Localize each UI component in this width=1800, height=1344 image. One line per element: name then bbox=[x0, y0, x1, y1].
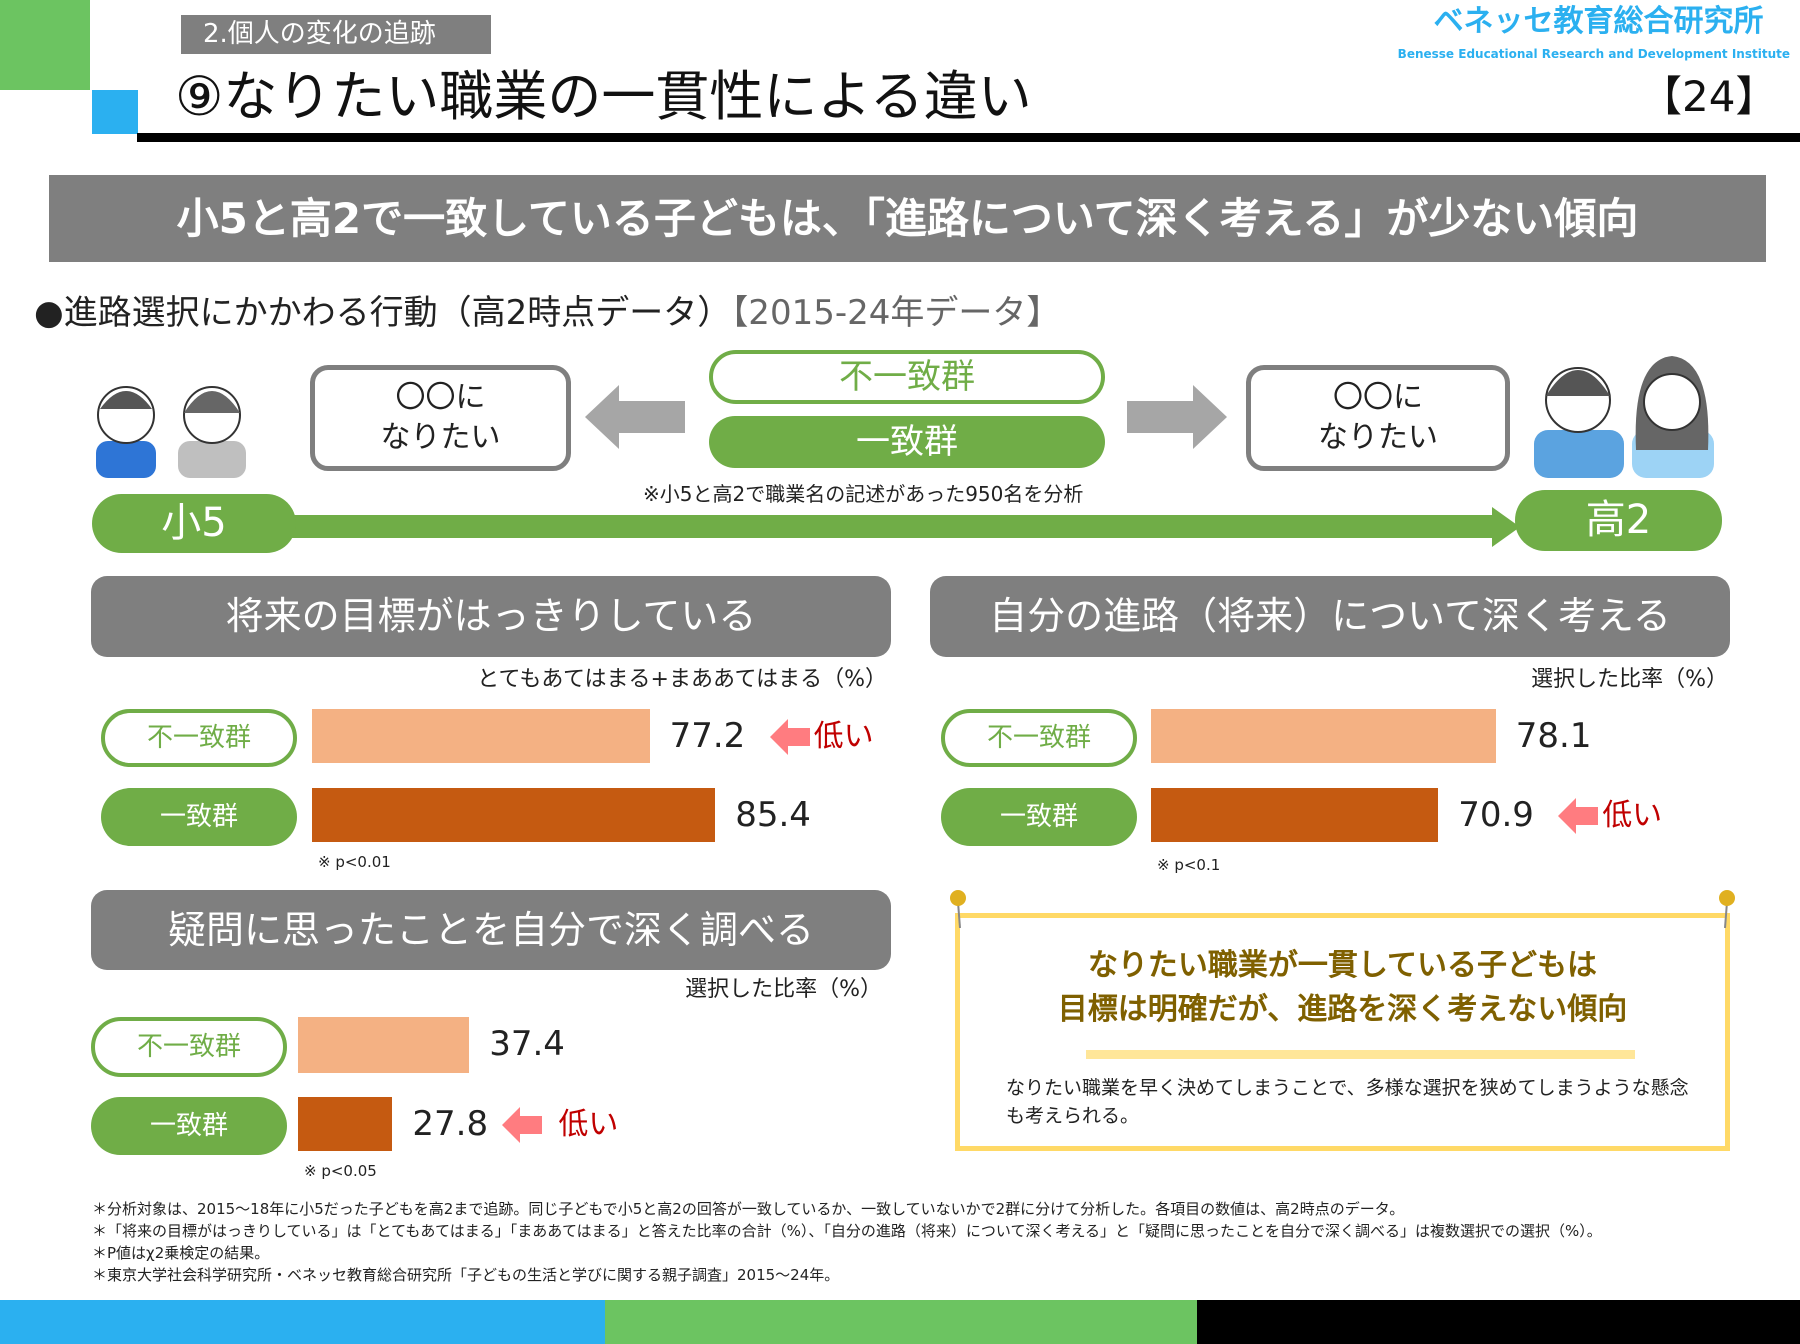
footnote: ＊「将来の目標がはっきりしている」は「とてもあてはまる」「まああてはまる」と答え… bbox=[92, 1222, 1602, 1240]
timeline-arrow bbox=[280, 507, 1520, 547]
unit-label: とてもあてはまる+まああてはまる（%） bbox=[477, 667, 887, 692]
pin-icon bbox=[950, 890, 966, 928]
arrow-right-icon bbox=[1127, 385, 1227, 449]
value-label: 27.8 bbox=[412, 1104, 489, 1144]
bubble-line: 〇〇に bbox=[1333, 380, 1423, 415]
chart-title: 自分の進路（将来）について深く考える bbox=[930, 576, 1730, 657]
low-arrow-icon bbox=[502, 1107, 543, 1143]
bar-match bbox=[312, 788, 716, 842]
category-label: 不一致群 bbox=[91, 1017, 287, 1077]
footnote: ＊東京大学社会科学研究所・ベネッセ教育総合研究所「子どもの生活と学びに関する親子… bbox=[92, 1266, 840, 1284]
category-label: 一致群 bbox=[941, 788, 1137, 846]
value-label: 77.2 bbox=[669, 716, 746, 756]
footer-bar-blue bbox=[0, 1300, 605, 1344]
timeline-start: 小5 bbox=[92, 494, 296, 553]
category-label: 一致群 bbox=[101, 788, 297, 846]
summary-headline: なりたい職業が一貫している子どもは 目標は明確だが、進路を深く考えない傾向 bbox=[960, 944, 1725, 1032]
low-annotation: 低い bbox=[558, 1107, 619, 1142]
bubble-line: なりたい bbox=[1318, 420, 1438, 455]
footer-bar-green bbox=[605, 1300, 1197, 1344]
section-years: 【2015-24年データ】 bbox=[731, 293, 1061, 333]
logo: ベネッセ教育総合研究所 bbox=[1433, 4, 1764, 39]
headline-banner: 小5と高2で一致している子どもは、「進路について深く考える」が少ない傾向 bbox=[49, 175, 1766, 262]
low-arrow-icon bbox=[1558, 798, 1599, 834]
title-rule bbox=[137, 133, 1800, 142]
bar-match bbox=[298, 1097, 393, 1151]
section-heading-text: ●進路選択にかかわる行動（高2時点データ） bbox=[34, 293, 732, 333]
chart-title: 疑問に思ったことを自分で深く調べる bbox=[91, 890, 891, 970]
bubble-line: なりたい bbox=[380, 420, 501, 455]
value-label: 37.4 bbox=[489, 1024, 565, 1064]
logo-subtitle: Benesse Educational Research and Develop… bbox=[1397, 47, 1790, 61]
summary-line: 目標は明確だが、進路を深く考えない傾向 bbox=[1057, 992, 1628, 1027]
bar-mismatch bbox=[1151, 709, 1496, 763]
value-label: 85.4 bbox=[735, 795, 811, 835]
bar-match bbox=[1151, 788, 1439, 842]
value-label: 78.1 bbox=[1515, 716, 1592, 756]
bar-mismatch bbox=[312, 709, 650, 763]
section-tag: 2.個人の変化の追跡 bbox=[181, 15, 491, 54]
unit-label: 選択した比率（%） bbox=[1531, 667, 1728, 692]
footer-bar-black bbox=[1197, 1300, 1800, 1344]
chart-title: 将来の目標がはっきりしている bbox=[91, 576, 891, 657]
match-group-label: 一致群 bbox=[709, 416, 1105, 468]
summary-box: なりたい職業が一貫している子どもは 目標は明確だが、進路を深く考えない傾向 なりた… bbox=[950, 890, 1735, 1151]
section-heading: ●進路選択にかかわる行動（高2時点データ）【2015-24年データ】 bbox=[34, 292, 1060, 334]
p-value-note: ※ p<0.05 bbox=[304, 1162, 377, 1180]
mismatch-group-label: 不一致群 bbox=[709, 350, 1105, 404]
low-annotation: 低い bbox=[1602, 798, 1663, 833]
highschool-kids-illustration bbox=[1534, 356, 1714, 478]
timeline-end: 高2 bbox=[1515, 490, 1722, 551]
summary-divider bbox=[1086, 1050, 1635, 1059]
bar-mismatch bbox=[298, 1017, 470, 1073]
arrow-left-icon bbox=[585, 385, 685, 449]
footnote: ＊P値はχ2乗検定の結果。 bbox=[92, 1244, 270, 1262]
summary-body: なりたい職業を早く決めてしまうことで、多様な選択を狭めてしまうような懸念も考えら… bbox=[1006, 1077, 1689, 1127]
low-annotation: 低い bbox=[813, 719, 874, 754]
value-label: 70.9 bbox=[1458, 795, 1534, 835]
speech-bubble-left: 〇〇に なりたい bbox=[310, 365, 571, 471]
summary-line: なりたい職業が一貫している子どもは bbox=[1087, 948, 1598, 983]
p-value-note: ※ p<0.01 bbox=[318, 853, 391, 871]
page-number: 【24】 bbox=[1640, 72, 1778, 121]
p-value-note: ※ p<0.1 bbox=[1157, 856, 1221, 874]
category-label: 不一致群 bbox=[941, 709, 1137, 767]
footnote: ＊分析対象は、2015～18年に小5だった子どもを高2まで追跡。同じ子どもで小5… bbox=[92, 1200, 1405, 1218]
green-accent-square bbox=[0, 0, 90, 90]
category-label: 一致群 bbox=[91, 1097, 287, 1155]
pin-icon bbox=[1719, 890, 1735, 928]
bubble-line: 〇〇に bbox=[395, 380, 486, 415]
page-title: ⑨なりたい職業の一貫性による違い bbox=[175, 65, 1032, 128]
sample-note: ※小5と高2で職業名の記述があった950名を分析 bbox=[643, 482, 1084, 506]
elementary-kids-illustration bbox=[96, 386, 246, 478]
blue-accent-square bbox=[92, 90, 138, 134]
speech-bubble-right: 〇〇に なりたい bbox=[1246, 365, 1510, 471]
unit-label: 選択した比率（%） bbox=[685, 977, 882, 1002]
category-label: 不一致群 bbox=[101, 709, 297, 767]
low-arrow-icon bbox=[769, 719, 810, 755]
